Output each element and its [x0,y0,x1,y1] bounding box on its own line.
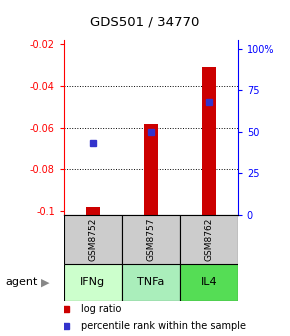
Text: GSM8757: GSM8757 [146,218,155,261]
Text: log ratio: log ratio [81,304,122,314]
Bar [64,264,122,301]
Bar [180,215,238,264]
Bar [180,264,238,301]
Text: GSM8762: GSM8762 [204,218,213,261]
Text: GDS501 / 34770: GDS501 / 34770 [90,15,200,28]
Text: GSM8752: GSM8752 [88,218,97,261]
Bar [122,215,180,264]
Bar [64,215,122,264]
Bar [122,264,180,301]
Text: IL4: IL4 [200,277,217,287]
Text: TNFa: TNFa [137,277,164,287]
Text: agent: agent [6,277,38,287]
Bar [144,124,158,215]
Bar [202,67,216,215]
Text: IFNg: IFNg [80,277,105,287]
Bar [86,207,100,215]
Text: ▶: ▶ [41,277,49,287]
Text: percentile rank within the sample: percentile rank within the sample [81,321,246,331]
